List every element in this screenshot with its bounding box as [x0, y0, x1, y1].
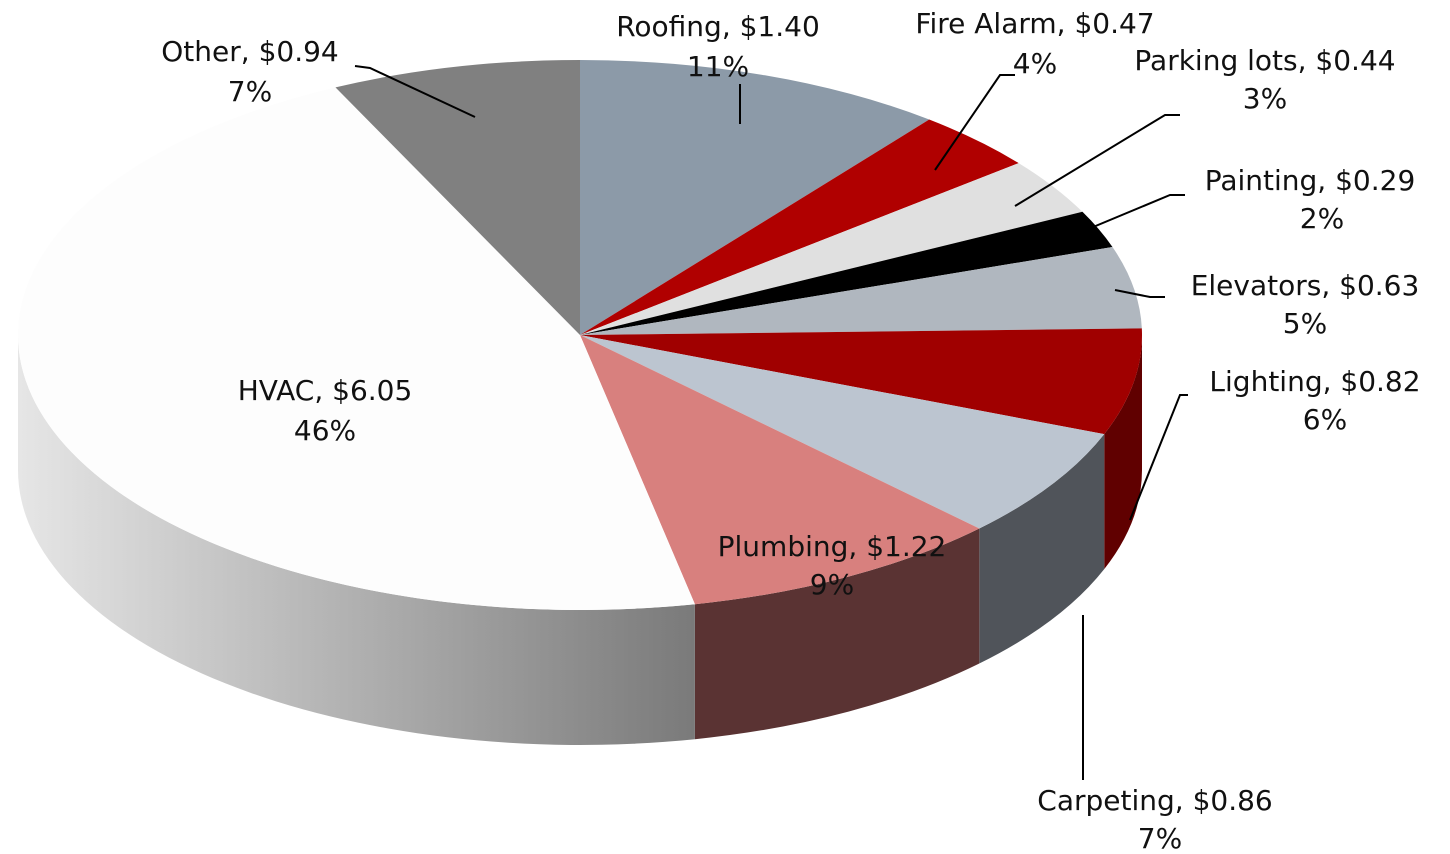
slice-label: Fire Alarm, $0.47 — [915, 7, 1154, 40]
slice — [580, 163, 1083, 335]
slice — [335, 60, 580, 335]
slice — [580, 60, 930, 335]
slice — [580, 335, 980, 605]
slice — [580, 328, 1142, 435]
leader-line — [1129, 394, 1188, 521]
slice — [580, 335, 1105, 529]
slice — [580, 119, 1019, 336]
leader-line — [1049, 194, 1185, 246]
leader-line — [934, 74, 1015, 171]
slice-label: Carpeting, $0.86 — [1037, 784, 1272, 817]
slice — [580, 211, 1113, 335]
percent-label: 9% — [810, 568, 854, 601]
slice-label: Other, $0.94 — [161, 35, 338, 68]
percent-label: 46% — [294, 414, 356, 447]
slice-side — [979, 434, 1105, 664]
percent-label: 11% — [687, 50, 749, 83]
slice-label: Lighting, $0.82 — [1209, 365, 1420, 398]
percent-label: 3% — [1243, 82, 1287, 115]
slice — [580, 247, 1142, 335]
slice-label: Plumbing, $1.22 — [718, 530, 947, 563]
leader-line — [1114, 289, 1165, 298]
percent-label: 2% — [1300, 202, 1344, 235]
leader-line — [1014, 114, 1180, 207]
slice-label: Painting, $0.29 — [1205, 164, 1416, 197]
slice-label: Elevators, $0.63 — [1191, 269, 1420, 302]
slice-label: Parking lots, $0.44 — [1134, 44, 1395, 77]
slice-label: HVAC, $6.05 — [238, 374, 413, 407]
slice-side — [18, 335, 695, 745]
slice-side — [1104, 335, 1142, 570]
slice-side — [694, 528, 980, 740]
percent-label: 5% — [1283, 307, 1327, 340]
slice — [17, 87, 695, 611]
leader-line — [354, 65, 476, 118]
percent-label: 7% — [1138, 822, 1182, 854]
percent-label: 4% — [1013, 47, 1057, 80]
slice-label: Roofing, $1.40 — [616, 10, 820, 43]
percent-label: 6% — [1303, 403, 1347, 436]
percent-label: 7% — [228, 75, 272, 108]
